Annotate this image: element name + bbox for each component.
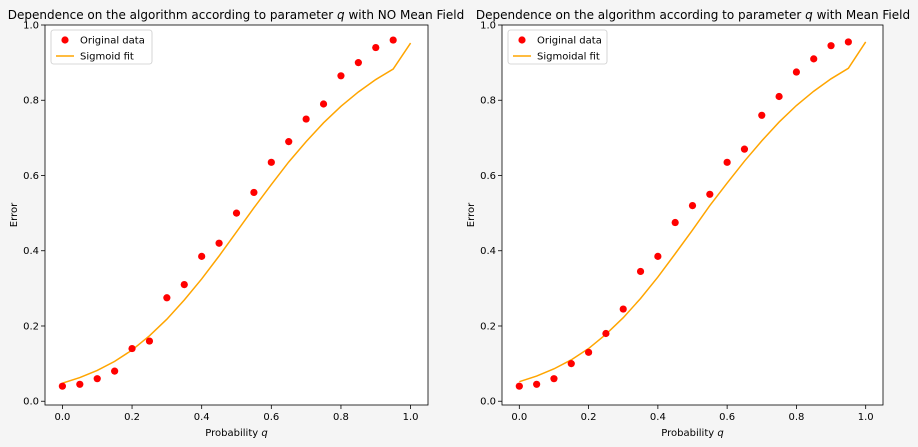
x-axis-label-prefix: Probability [661,428,717,439]
y-tick-label: 0.6 [480,171,496,182]
chart-title: Dependence on the algorithm according to… [476,8,910,22]
x-tick-label: 1.0 [858,412,874,423]
y-tick-label: 0.2 [23,321,39,332]
data-point [533,380,541,388]
data-point [602,329,610,338]
data-point [215,239,223,247]
data-point [302,115,310,123]
legend-label: Original data [537,36,602,47]
legend: Original data Sigmoidal fit [507,29,608,65]
x-tick-label: 0.4 [650,412,666,423]
data-point [792,68,801,76]
chart-title-suffix: with Mean Field [813,8,910,22]
chart-panel-2: Dependence on the algorithm according to… [466,8,910,439]
data-point [58,382,67,390]
data-point [844,38,852,46]
data-point [775,92,783,101]
data-point [619,305,627,313]
x-tick-label: 0.0 [54,412,70,423]
chart-title-variable: q [337,8,345,22]
data-point [354,59,362,67]
x-tick-label: 0.6 [263,412,279,423]
data-point [145,337,154,345]
y-tick-label: 1.0 [480,21,496,32]
data-point [389,36,397,44]
legend: Original data Sigmoid fit [50,29,153,65]
legend-box [50,29,153,65]
data-point [128,344,136,353]
data-point [232,209,241,217]
y-tick-label: 0.8 [480,96,496,107]
data-point [163,294,171,302]
chart-title-prefix: Dependence on the algorithm according to… [476,8,805,22]
y-tick-label: 0.4 [480,246,496,257]
y-tick-label: 1.0 [23,21,39,32]
legend-marker [518,36,526,44]
y-tick-label: 0.4 [23,246,39,257]
y-axis-label: Error [9,202,20,227]
legend-box [507,29,608,65]
data-point [810,55,818,63]
legend-label: Original data [80,36,145,47]
x-axis-label: Probability q [205,428,267,439]
data-point [671,218,679,227]
data-point [758,111,766,119]
data-point [584,348,593,356]
y-tick-label: 0.2 [480,321,496,332]
x-axis-label-variable: q [261,428,267,439]
data-point [337,72,345,80]
chart-panel-1: Dependence on the algorithm according to… [8,8,464,439]
chart-title-prefix: Dependence on the algorithm according to… [8,8,337,22]
data-point [515,382,523,390]
y-tick-label: 0.0 [23,397,39,408]
data-point [636,267,645,276]
data-point [550,375,558,383]
x-tick-label: 0.8 [788,412,804,423]
data-point [827,42,835,50]
data-point [706,190,714,198]
data-point [93,375,101,383]
data-point [723,158,731,166]
plot-area [502,25,883,405]
x-tick-label: 0.6 [719,412,735,423]
data-point [267,158,275,166]
data-point [319,100,328,108]
data-point [111,367,119,375]
legend-marker [61,36,69,44]
y-tick-label: 0.0 [480,397,496,408]
data-point [250,188,258,197]
x-axis-label-prefix: Probability [205,428,261,439]
x-tick-label: 0.2 [581,412,597,423]
data-point [688,201,697,210]
data-point [740,145,749,153]
x-tick-label: 0.8 [333,412,349,423]
legend-label: Sigmoidal fit [537,52,600,63]
data-point [76,380,84,388]
data-point [180,281,188,289]
x-axis-label: Probability q [661,428,723,439]
x-axis-label-variable: q [717,428,723,439]
chart-title: Dependence on the algorithm according to… [8,8,464,22]
x-tick-label: 0.4 [194,412,210,423]
axes-frame [501,24,884,406]
data-point [285,138,293,146]
data-point [654,252,662,260]
y-axis-label: Error [466,202,477,227]
data-point [198,252,206,260]
x-tick-label: 0.0 [511,412,527,423]
fit-line [519,41,867,383]
x-tick-label: 1.0 [403,412,419,423]
data-point [567,360,575,368]
fit-line [62,42,412,384]
chart-title-variable: q [805,8,813,22]
data-point [372,43,380,52]
legend-label: Sigmoid fit [80,52,134,63]
y-tick-label: 0.6 [23,171,39,182]
x-tick-label: 0.2 [124,412,140,423]
chart-title-suffix: with NO Mean Field [345,8,465,22]
axes-frame [44,24,429,406]
y-tick-label: 0.8 [23,96,39,107]
